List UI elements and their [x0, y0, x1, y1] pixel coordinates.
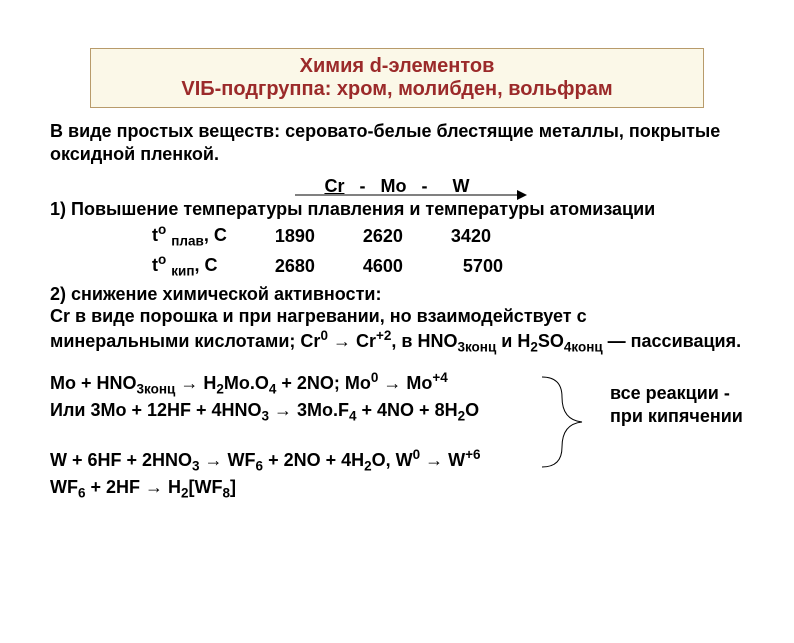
- txt: + 2NO + 4H: [263, 450, 364, 470]
- txt: + 2HF → H: [86, 477, 182, 497]
- txt: O, W: [372, 450, 413, 470]
- sup: +6: [465, 447, 480, 462]
- t-sup: о: [158, 252, 166, 267]
- txt: O: [465, 400, 479, 420]
- sub: 3конц: [457, 340, 496, 355]
- txt: + 2NO; Mo: [276, 373, 371, 393]
- cell: 2620: [335, 222, 421, 250]
- txt: [WF: [189, 477, 223, 497]
- sup: +4: [432, 370, 447, 385]
- reaction-4: WF6 + 2HF → H2[WF8]: [50, 476, 744, 502]
- intro-text: В виде простых веществ: серовато-белые б…: [50, 120, 744, 165]
- elements-row: Cr - Mo - W: [50, 175, 744, 198]
- txt: → Mo: [378, 373, 432, 393]
- txt: Mo.O: [224, 373, 269, 393]
- sub: 2: [181, 485, 189, 500]
- arrow-right-icon: [295, 188, 527, 202]
- txt: + 4NO + 8H: [357, 400, 458, 420]
- cell: 2680: [247, 252, 333, 280]
- cell: 1890: [247, 222, 333, 250]
- title-line-1: Химия d-элементов: [107, 55, 687, 78]
- sub: 3: [192, 459, 200, 474]
- txt: W + 6HF + 2HNO: [50, 450, 192, 470]
- sup: +2: [376, 328, 391, 343]
- brace-label-2: при кипячении: [610, 405, 743, 428]
- t-sub: плав: [171, 234, 204, 249]
- sub: 4: [349, 408, 357, 423]
- reaction-3: W + 6HF + 2HNO3 → WF6 + 2NO + 4H2O, W0 →…: [50, 447, 744, 475]
- sub: 2: [530, 340, 538, 355]
- temp-table: tо плав, C 1890 2620 3420 tо кип, C 2680…: [50, 220, 523, 283]
- txt: — пассивация.: [603, 331, 741, 351]
- sub: 8: [223, 485, 231, 500]
- table-row: tо кип, C 2680 4600 5700: [52, 252, 521, 280]
- point2-heading: 2) снижение химической активности:: [50, 283, 744, 306]
- title-box: Химия d-элементов VIБ-подгруппа: хром, м…: [90, 48, 704, 108]
- sub: 2: [364, 459, 372, 474]
- txt: , в HNO: [391, 331, 457, 351]
- reactions-block: все реакции - при кипячении Mo + HNO3кон…: [50, 370, 744, 502]
- sub: 3конц: [137, 382, 176, 397]
- point2-line-b: минеральными кислотами; Cr0 → Cr+2, в HN…: [50, 328, 744, 356]
- brace-label-1: все реакции -: [610, 382, 743, 405]
- sub: 2: [216, 382, 224, 397]
- cell: 3420: [423, 222, 521, 250]
- t-sub: кип: [171, 264, 194, 279]
- title-line-2: VIБ-подгруппа: хром, молибден, вольфрам: [107, 78, 687, 101]
- point2-line-a: Cr в виде порошка и при нагревании, но в…: [50, 305, 744, 328]
- txt: → Cr: [328, 331, 376, 351]
- t-sup: о: [158, 222, 166, 237]
- sub: 4конц: [564, 340, 603, 355]
- txt: → H: [175, 373, 216, 393]
- table-row: tо плав, C 1890 2620 3420: [52, 222, 521, 250]
- brace-icon: [532, 372, 602, 472]
- brace-label: все реакции - при кипячении: [610, 382, 743, 427]
- cell: 5700: [423, 252, 521, 280]
- txt: → 3Mo.F: [269, 400, 349, 420]
- txt: и H: [496, 331, 530, 351]
- cell: 4600: [335, 252, 421, 280]
- txt: минеральными кислотами; Cr: [50, 331, 320, 351]
- sub: 6: [78, 485, 86, 500]
- t-post: , C: [194, 255, 217, 275]
- txt: → W: [420, 450, 465, 470]
- txt: Или 3Mo + 12HF + 4HNO: [50, 400, 262, 420]
- txt: → WF: [200, 450, 256, 470]
- txt: Mo + HNO: [50, 373, 137, 393]
- txt: WF: [50, 477, 78, 497]
- t-post: , C: [204, 225, 227, 245]
- sup: 0: [320, 328, 328, 343]
- sub: 3: [262, 408, 270, 423]
- sub: 2: [458, 408, 466, 423]
- txt: ]: [230, 477, 236, 497]
- txt: SO: [538, 331, 564, 351]
- sub: 6: [256, 459, 264, 474]
